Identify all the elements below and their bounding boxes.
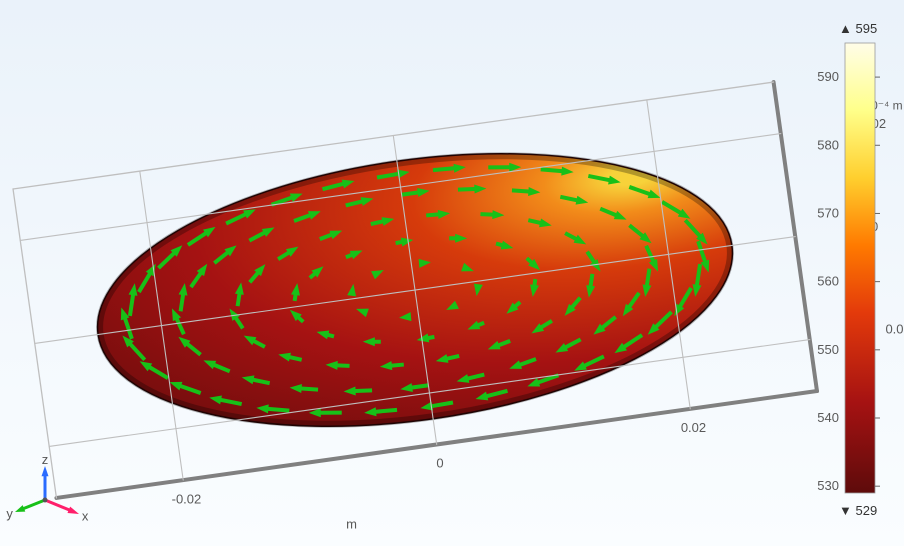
plot-canvas: { "canvas": { "width": 904, "height": 54… xyxy=(0,0,904,546)
colorbar-rect xyxy=(845,43,875,493)
colorbar-tick-label: 570 xyxy=(817,205,839,220)
triad-axis-label-y: y xyxy=(6,506,13,521)
x-tick-label: -0.02 xyxy=(172,491,202,506)
y-tick-label: 0.02 xyxy=(885,322,904,337)
x-tick-label: 0.02 xyxy=(681,420,706,435)
scene-svg: -0.0200.02m-0.0200.02m1 ×10⁻⁴ m ▲ 595▼ 5… xyxy=(0,0,904,546)
x-axis-label: m xyxy=(346,517,357,532)
triad-axis-label-x: x xyxy=(82,509,89,524)
orientation-triad: x y z xyxy=(6,452,89,524)
x-tick-label: 0 xyxy=(436,456,443,471)
colorbar-tick-label: 560 xyxy=(817,274,839,289)
colorbar-tick-label: 580 xyxy=(817,137,839,152)
colorbar-tick-label: 550 xyxy=(817,342,839,357)
colorbar: ▲ 595 ▼ 529530 540 550 560 570 580 590 xyxy=(817,21,880,518)
colorbar-tick-label: 530 xyxy=(817,478,839,493)
colorbar-tick-label: 590 xyxy=(817,69,839,84)
triad-axis-label-z: z xyxy=(42,452,49,467)
colorbar-max-label: ▲ 595 xyxy=(839,21,877,36)
colorbar-min-label: ▼ 529 xyxy=(839,503,877,518)
colorbar-tick-label: 540 xyxy=(817,410,839,425)
